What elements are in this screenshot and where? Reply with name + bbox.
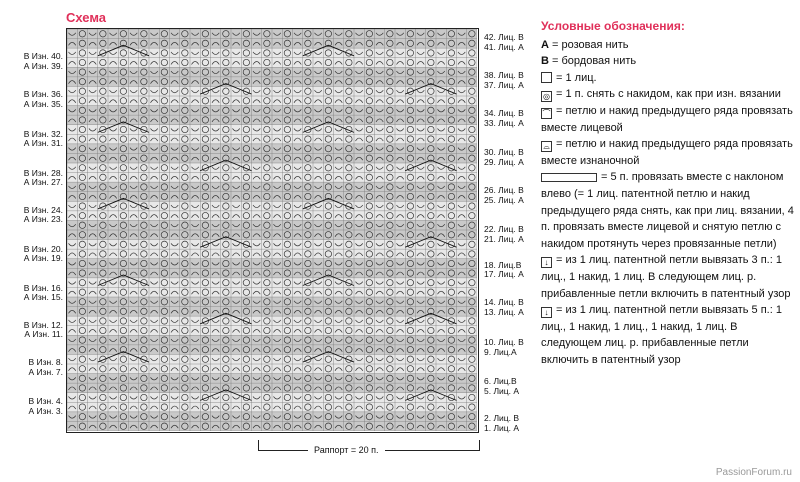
right-row-label: 13. Лиц. А — [484, 307, 524, 317]
right-row-label: 5. Лиц. А — [484, 386, 520, 396]
right-row-label: 22. Лиц. В — [484, 224, 524, 234]
right-row-label: 38. Лиц. В — [484, 70, 524, 80]
left-row-label: А Изн. 27. — [23, 177, 63, 187]
purl-together-symbol-icon: ⌓ — [541, 141, 552, 153]
legend-item-inc5: ↓ = из 1 лиц. патентной петли вывязать 5 … — [541, 302, 796, 368]
left-row-label: В Изн. 12. — [23, 320, 63, 330]
left-row-label: В Изн. 28. — [23, 168, 63, 178]
legend-item-knit: = 1 лиц. — [541, 70, 796, 87]
right-row-label: 6. Лиц.В — [484, 376, 517, 386]
legend-heading: Условные обозначения: — [541, 19, 685, 33]
left-row-label: В Изн. 36. — [23, 89, 63, 99]
left-row-label: А Изн. 35. — [23, 99, 63, 109]
legend-slip-text: = 1 п. снять с накидом, как при изн. вяз… — [556, 88, 781, 101]
left-row-label: В Изн. 24. — [23, 205, 63, 215]
legend-item-knit-together: ⌒ = петлю и накид предыдущего ряда провяз… — [541, 103, 796, 136]
right-row-label: 17. Лиц. А — [484, 269, 524, 279]
right-row-label: 25. Лиц. А — [484, 195, 524, 205]
legend-item-b: В = бордовая нить — [541, 53, 796, 70]
right-row-label: 14. Лиц. В — [484, 297, 524, 307]
repeat-marker: Раппорт = 20 п. — [258, 440, 480, 466]
right-row-label: 42. Лиц. В — [484, 32, 524, 42]
right-row-label: 1. Лиц. А — [484, 423, 520, 433]
left-row-label: А Изн. 15. — [23, 292, 63, 302]
knitting-chart — [66, 28, 479, 433]
repeat-label: Раппорт = 20 п. — [308, 445, 385, 455]
legend-inc3-text: = из 1 лиц. патентной петли вывязать 3 п… — [541, 254, 791, 300]
legend-item-purl-together: ⌓ = петлю и накид предыдущего ряда провяз… — [541, 136, 796, 169]
knit-symbol-icon — [541, 71, 552, 83]
right-row-label: 21. Лиц. А — [484, 234, 524, 244]
inc3-symbol-icon: ↓ — [541, 257, 552, 269]
left-row-label: А Изн. 3. — [28, 406, 63, 416]
legend-item-slip: ◎ = 1 п. снять с накидом, как при изн. вя… — [541, 86, 796, 103]
legend-knit-text: = 1 лиц. — [556, 71, 597, 84]
right-row-label: 37. Лиц. А — [484, 80, 524, 90]
left-row-label: А Изн. 23. — [23, 214, 63, 224]
legend-knit-together-text: = петлю и накид предыдущего ряда провяза… — [541, 104, 793, 134]
right-row-label: 30. Лиц. В — [484, 147, 524, 157]
right-row-label: 18. Лиц.В — [484, 260, 522, 270]
left-row-label: А Изн. 7. — [28, 367, 63, 377]
right-row-label: 26. Лиц. В — [484, 185, 524, 195]
legend-b-text: = бордовая нить — [552, 55, 637, 68]
left-row-label: В Изн. 16. — [23, 283, 63, 293]
legend-b-key: В — [541, 55, 549, 68]
left-row-label: А Изн. 19. — [23, 253, 63, 263]
legend-item-dec5: = 5 п. провязать вместе с наклоном влево… — [541, 169, 796, 252]
watermark: PassionForum.ru — [715, 467, 792, 478]
right-row-label: 41. Лиц. А — [484, 42, 524, 52]
legend-item-inc3: ↓ = из 1 лиц. патентной петли вывязать 3 … — [541, 252, 796, 302]
left-row-label: А Изн. 31. — [23, 138, 63, 148]
right-row-label: 29. Лиц. А — [484, 157, 524, 167]
left-row-label: В Изн. 8. — [28, 357, 63, 367]
right-row-label: 10. Лиц. В — [484, 337, 524, 347]
dec5-symbol-icon — [541, 173, 597, 183]
right-row-label: 34. Лиц. В — [484, 108, 524, 118]
legend: Условные обозначения: А = розовая нить В… — [541, 18, 796, 368]
left-row-label: В Изн. 40. — [23, 51, 63, 61]
slip-yo-symbol-icon: ◎ — [541, 91, 552, 103]
left-row-label: А Изн. 11. — [24, 329, 63, 339]
legend-dec5-text: = 5 п. провязать вместе с наклоном влево… — [541, 171, 794, 250]
legend-a-key: А — [541, 38, 549, 51]
knit-together-symbol-icon: ⌒ — [541, 107, 552, 119]
left-row-label: В Изн. 32. — [23, 129, 63, 139]
chart-title: Схема — [66, 10, 107, 25]
left-row-label: А Изн. 39. — [23, 61, 63, 71]
inc5-symbol-icon: ↓ — [541, 307, 552, 319]
right-row-label: 33. Лиц. А — [484, 118, 524, 128]
legend-item-a: А = розовая нить — [541, 37, 796, 54]
left-row-label: В Изн. 4. — [28, 396, 63, 406]
legend-a-text: = розовая нить — [552, 38, 629, 51]
left-row-label: В Изн. 20. — [23, 244, 63, 254]
right-row-label: 2. Лиц. В — [484, 413, 520, 423]
legend-inc5-text: = из 1 лиц. патентной петли вывязать 5 п… — [541, 304, 782, 366]
legend-purl-together-text: = петлю и накид предыдущего ряда провяза… — [541, 138, 793, 167]
right-row-label: 9. Лиц.А — [484, 347, 517, 357]
